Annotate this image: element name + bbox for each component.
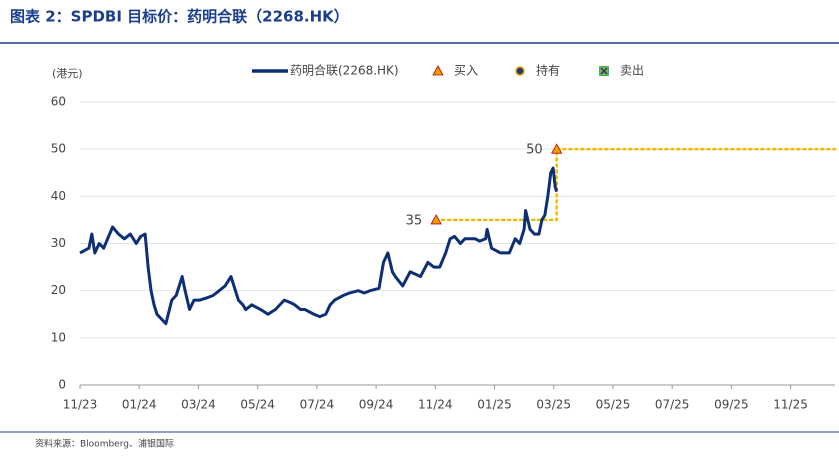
- x-tick-label: 09/24: [359, 398, 394, 412]
- page-title: 图表 2：SPDBI 目标价：药明合联（2268.HK）: [10, 8, 349, 26]
- x-tick-label: 01/25: [477, 398, 512, 412]
- y-tick-label: 40: [51, 189, 66, 203]
- x-tick-label: 11/24: [418, 398, 453, 412]
- y-tick-label: 20: [51, 283, 66, 297]
- y-tick-label: 10: [51, 330, 66, 344]
- x-tick-label: 03/24: [181, 398, 216, 412]
- x-tick-label: 03/25: [536, 398, 571, 412]
- target-line: [434, 147, 837, 222]
- x-tick-label: 11/25: [773, 398, 808, 412]
- source: 资料来源：Bloomberg、浦银国际: [35, 438, 174, 450]
- x-tick-label: 01/24: [122, 398, 157, 412]
- rating-marker: [551, 143, 563, 154]
- legend-swatch: [515, 66, 525, 76]
- legend-swatch: [432, 65, 444, 76]
- legend-label: 药明合联(2268.HK): [290, 63, 399, 78]
- y-tick-label: 0: [58, 378, 66, 392]
- x-tick-label: 05/24: [240, 398, 275, 412]
- x-tick-label: 11/23: [63, 398, 98, 412]
- legend-label: 买入: [454, 64, 478, 78]
- legend-label: 卖出: [620, 64, 644, 78]
- x-tick-label: 07/25: [655, 398, 690, 412]
- legend-label: 持有: [536, 63, 560, 78]
- y-tick-label: 30: [51, 236, 66, 250]
- price-line: [79, 166, 559, 326]
- x-tick-label: 07/24: [300, 398, 335, 412]
- legend-swatch-cross: [600, 67, 608, 75]
- y-tick-label: 50: [51, 142, 66, 156]
- x-tick-label: 09/25: [714, 398, 749, 412]
- marker-label: 35: [406, 213, 423, 228]
- x-tick-label: 05/25: [596, 398, 631, 412]
- marker-label: 50: [526, 143, 543, 158]
- y-axis-label: (港元): [52, 67, 83, 80]
- y-tick-label: 60: [51, 95, 66, 109]
- rating-marker: [430, 214, 442, 225]
